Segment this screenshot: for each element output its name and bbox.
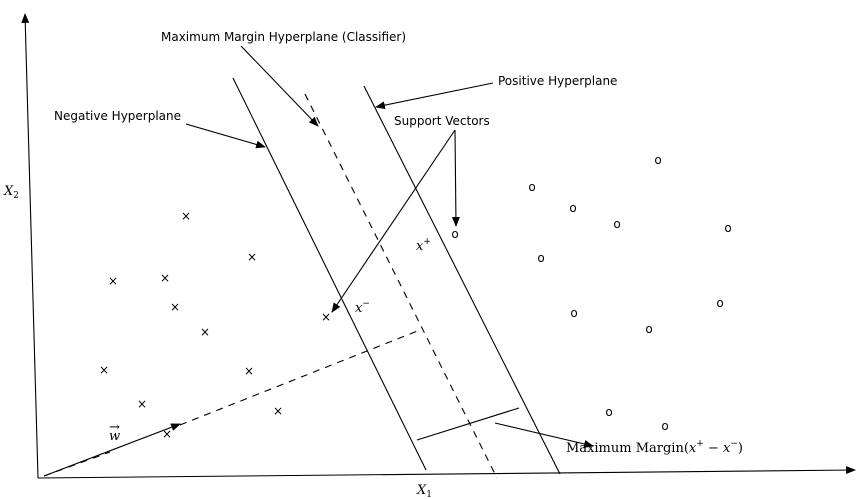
cross-marker: × — [108, 274, 118, 288]
arrow-negative-hyperplane — [185, 123, 266, 149]
cross-marker: × — [137, 397, 147, 411]
max-margin-hyperplane — [304, 93, 498, 479]
circle-marker: o — [645, 322, 652, 336]
circle-marker: o — [716, 296, 723, 310]
label-positive-hyperplane: Positive Hyperplane — [498, 74, 617, 88]
cross-marker: × — [160, 271, 170, 285]
label-w: w — [109, 429, 120, 444]
cross-marker: × — [162, 427, 172, 441]
negative-hyperplane — [232, 77, 427, 471]
cross-marker: × — [244, 364, 254, 378]
negative-class-points: × × × × × × × × × × × × — [99, 209, 331, 441]
arrow-max-margin — [494, 422, 594, 448]
label-w-arrow: → — [109, 420, 120, 435]
circle-marker: o — [570, 306, 577, 320]
x-axis-label: X1 — [416, 483, 432, 499]
label-maximum-margin: Maximum Margin(x+ − x−) — [566, 439, 743, 456]
label-max-margin-hyperplane: Maximum Margin Hyperplane (Classifier) — [161, 30, 406, 44]
positive-class-points: o o o o o o o o o o o o — [451, 153, 731, 433]
cross-marker: × — [200, 325, 210, 339]
label-x-minus: x− — [355, 299, 370, 316]
cross-marker: × — [273, 404, 283, 418]
w-vector-dash — [43, 451, 111, 477]
cross-marker: × — [181, 209, 191, 223]
label-x-plus: x+ — [416, 237, 431, 254]
w-extension — [179, 329, 421, 426]
cross-marker: × — [99, 363, 109, 377]
circle-marker: o — [613, 217, 620, 231]
y-axis-label: X2 — [3, 184, 19, 201]
arrow-max-margin-hyperplane — [240, 45, 319, 127]
circle-marker: o — [528, 180, 535, 194]
margin-segment — [416, 407, 520, 441]
x-axis — [37, 466, 856, 479]
positive-hyperplane — [363, 85, 561, 475]
arrow-support-vector-plus — [451, 129, 460, 227]
cross-marker: × — [170, 300, 180, 314]
circle-marker: o — [661, 419, 668, 433]
circle-marker: o — [724, 221, 731, 235]
label-negative-hyperplane: Negative Hyperplane — [54, 109, 181, 123]
w-vector — [43, 423, 181, 477]
y-axis — [21, 13, 39, 479]
label-support-vectors: Support Vectors — [394, 114, 490, 128]
circle-marker: o — [569, 201, 576, 215]
cross-marker: × — [247, 250, 257, 264]
circle-marker: o — [654, 153, 661, 167]
circle-marker: o — [605, 405, 612, 419]
circle-marker: o — [537, 251, 544, 265]
support-vector-minus: × — [321, 310, 331, 324]
arrow-support-vector-minus — [331, 129, 456, 313]
arrow-positive-hyperplane — [375, 82, 494, 110]
support-vector-plus: o — [451, 227, 458, 241]
